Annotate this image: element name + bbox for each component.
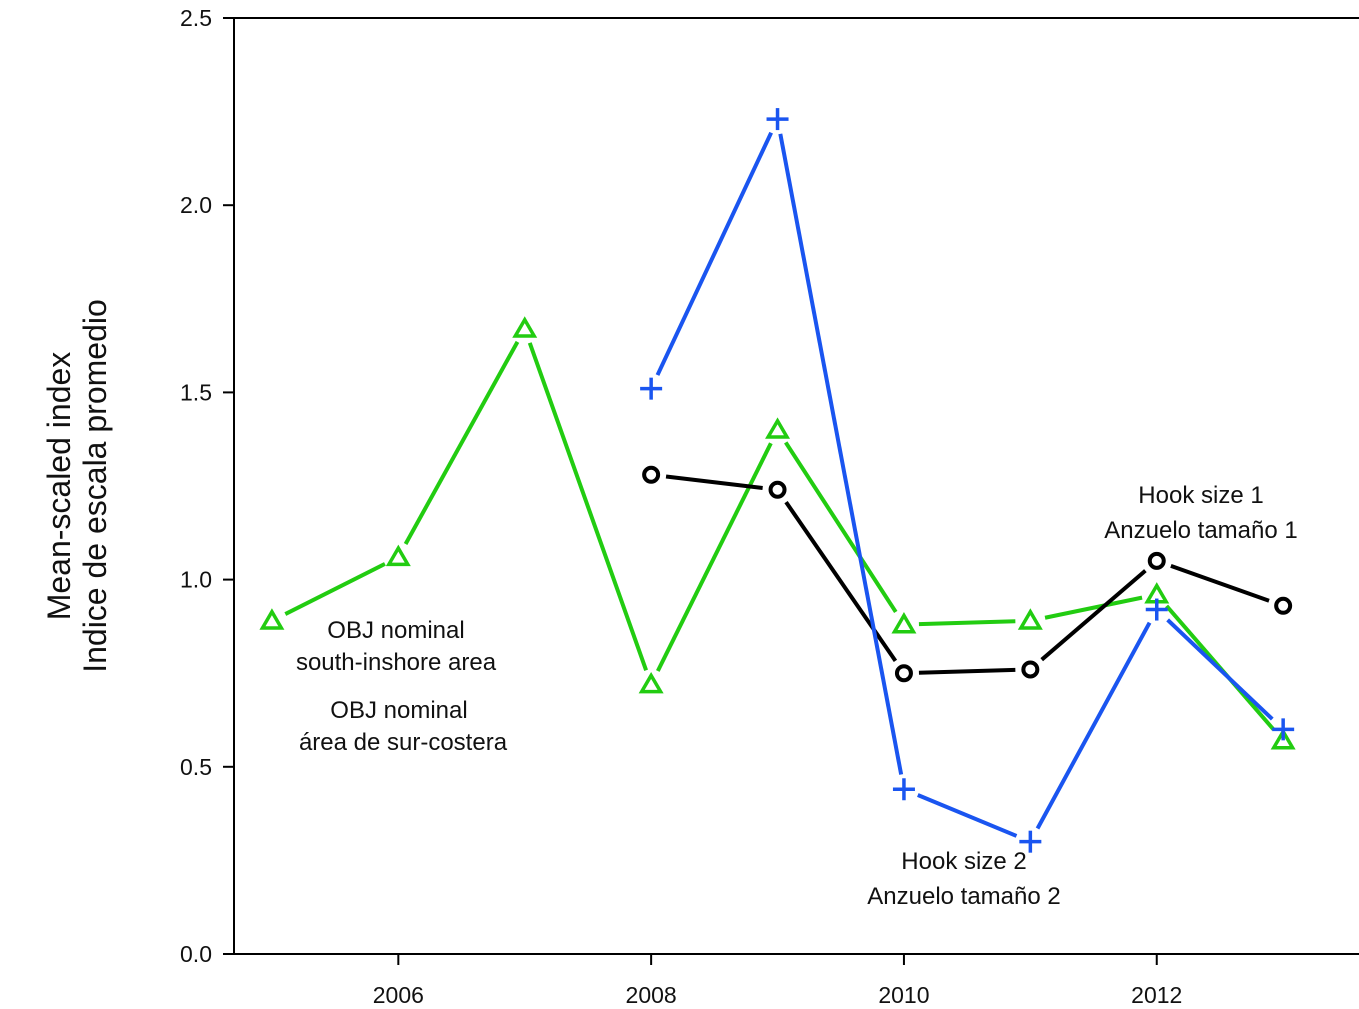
x-tick-label: 2010 — [878, 982, 929, 1008]
data-point-triangle — [385, 544, 411, 567]
series-segment — [784, 441, 898, 614]
data-point-circle — [642, 465, 661, 484]
annotation-hook-size-2: Hook size 2 Anzuelo tamaño 2 — [867, 848, 1060, 910]
data-point-plus — [892, 778, 915, 801]
series-segment — [284, 562, 386, 616]
data-point-circle — [1147, 551, 1166, 570]
annotation-obj-nominal-es-line-1: OBJ nominal — [330, 697, 467, 724]
data-point-triangle — [512, 316, 538, 338]
series-segment — [917, 793, 1018, 838]
annotation-obj-nominal-en-line-2: south-inshore area — [296, 649, 497, 676]
annotation-hook-size-1-line-2: Anzuelo tamaño 1 — [1104, 517, 1297, 544]
annotation-hook-size-1-line-1: Hook size 1 — [1138, 482, 1263, 509]
x-tick-label: 2012 — [1131, 982, 1182, 1008]
ticks: 2006 2008 2010 2012 0.0 0.5 1.0 1.5 2.0 2.5 — [180, 5, 1182, 1008]
data-point-triangle — [1017, 608, 1043, 630]
y-axis-title-line-2: Indice de escala promedio — [77, 299, 113, 673]
series-segment — [784, 500, 898, 662]
data-point-triangle — [259, 608, 285, 630]
axes — [233, 17, 1359, 955]
y-axis-title: Mean-scaled index Indice de escala prome… — [41, 299, 113, 673]
data-point-plus — [1272, 718, 1295, 741]
data-point-circle — [768, 480, 787, 499]
data-point-plus — [766, 108, 789, 131]
annotation-obj-nominal-es: OBJ nominal área de sur-costera — [299, 697, 508, 756]
y-tick-label: 0.5 — [180, 754, 212, 780]
data-point-plus — [1145, 598, 1168, 621]
series-segment — [1040, 569, 1147, 662]
annotation-hook-size-1: Hook size 1 Anzuelo tamaño 1 — [1104, 482, 1297, 544]
data-point-triangle — [891, 612, 917, 634]
series-segment — [1166, 618, 1274, 721]
series-segment — [1170, 564, 1270, 603]
data-point-circle — [1021, 660, 1040, 679]
y-axis-title-line-1: Mean-scaled index — [41, 352, 77, 621]
y-tick-label: 2.5 — [180, 5, 212, 31]
series-segment — [1035, 621, 1152, 830]
y-tick-label: 2.0 — [180, 192, 212, 218]
data-point-plus — [1019, 830, 1042, 853]
annotations: OBJ nominal south-inshore area OBJ nomin… — [296, 482, 1298, 910]
series-segment — [527, 342, 648, 671]
annotation-obj-nominal-en-line-1: OBJ nominal — [327, 617, 464, 644]
series-segment — [778, 133, 904, 775]
annotation-hook-size-2-line-1: Hook size 2 — [901, 848, 1026, 875]
series-segment — [403, 340, 520, 545]
series-segment — [655, 131, 773, 376]
data-point-triangle — [765, 417, 791, 439]
data-point-plus — [640, 377, 663, 400]
series-segment — [918, 667, 1016, 675]
y-tick-label: 0.0 — [180, 941, 212, 967]
series-segment — [1044, 595, 1143, 620]
series-segment — [665, 474, 763, 490]
series-obj-nominal — [259, 316, 1296, 750]
series-hook-size-2 — [640, 108, 1295, 853]
y-tick-label: 1.5 — [180, 379, 212, 405]
annotation-obj-nominal-es-line-2: área de sur-costera — [299, 729, 508, 756]
data-point-circle — [894, 664, 913, 683]
y-tick-label: 1.0 — [180, 567, 212, 593]
x-tick-label: 2008 — [626, 982, 677, 1008]
series-segment — [656, 442, 773, 672]
data-point-circle — [1274, 596, 1293, 615]
annotation-hook-size-2-line-2: Anzuelo tamaño 2 — [867, 883, 1060, 910]
x-tick-label: 2006 — [373, 982, 424, 1008]
data-point-triangle — [638, 671, 664, 694]
series-segment — [918, 619, 1016, 627]
data-point-triangle — [1270, 728, 1296, 750]
series-hook-size-1 — [642, 465, 1293, 683]
annotation-obj-nominal-en: OBJ nominal south-inshore area — [296, 617, 497, 676]
series — [259, 108, 1296, 853]
